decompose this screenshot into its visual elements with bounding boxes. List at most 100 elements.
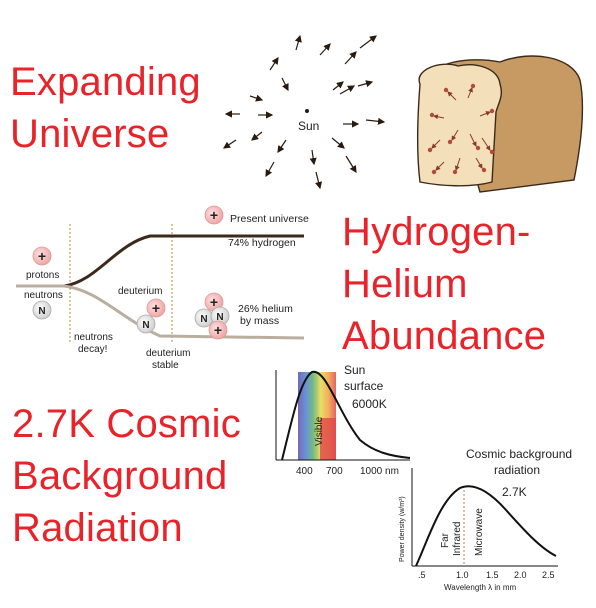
cmb-temperature-label: 2.7K: [502, 485, 527, 499]
helium-percent-label: 26% helium: [238, 303, 293, 315]
cmb-label: Cosmic background: [466, 447, 572, 461]
deuterium-stable-label: deuterium: [146, 348, 190, 359]
title-expanding-line2: Universe: [10, 112, 170, 156]
sun-dot: [305, 109, 309, 113]
neutron-symbol: N: [38, 306, 45, 317]
expansion-arrow: [357, 80, 374, 88]
cmb-tick: 2.5: [542, 570, 555, 580]
proton-plus-icon: +: [152, 300, 160, 316]
bread-raisins: [427, 83, 495, 175]
raisin: [475, 145, 481, 151]
cmb-spectrum-plot: Cosmic background radiation 2.7K Far Inf…: [399, 447, 572, 592]
sun-tick-1000: 1000 nm: [360, 466, 399, 477]
proton-plus-icon: +: [38, 248, 46, 264]
title-expanding-line1: Expanding: [10, 60, 201, 104]
raisin: [489, 149, 495, 155]
title-hydrogen-line1: Hydrogen-: [342, 210, 531, 254]
protons-label: protons: [26, 270, 59, 281]
visible-band-label: Visible: [314, 416, 325, 446]
raisin: [481, 167, 487, 173]
expansion-arrow: [294, 34, 302, 51]
sun-spectrum-curve: [281, 370, 411, 461]
raisin-arrow: [475, 157, 483, 169]
sun-expansion-diagram: Sun: [223, 34, 386, 190]
helium-curve: [16, 284, 305, 340]
raisin: [470, 83, 476, 89]
deuterium-stable-label-2: stable: [152, 360, 179, 371]
cmb-band-far: Far: [440, 532, 451, 548]
expansion-arrow: [269, 57, 279, 71]
expansion-arrow: [339, 85, 356, 95]
cmb-spectrum-curve: [415, 485, 557, 567]
cmb-band-microwave: Microwave: [474, 508, 485, 556]
sun-spectrum-label-2: surface: [344, 379, 384, 393]
raisin: [431, 169, 437, 175]
expansion-arrow: [359, 35, 377, 49]
hydrogen-percent-label: 74% hydrogen: [228, 237, 296, 249]
neutron-symbol: N: [216, 312, 223, 323]
cmb-band-infrared: Infrared: [452, 522, 463, 556]
expansion-arrow: [249, 94, 264, 102]
raisin-arrow: [447, 91, 457, 101]
title-hydrogen-line3: Abundance: [342, 314, 547, 358]
expansion-arrow: [319, 43, 331, 56]
bread-crumb-face: [416, 63, 503, 187]
helium-by-mass-label: by mass: [240, 315, 279, 327]
raisin-arrow: [451, 129, 459, 141]
proton-plus-icon: +: [210, 207, 218, 223]
expansion-arrow: [331, 137, 345, 149]
neutron-particle: [32, 300, 52, 320]
sun-tick-700: 700: [326, 466, 343, 477]
sun-label: Sun: [298, 119, 319, 133]
cmb-x-axis-label: Wavelength λ in mm: [444, 583, 517, 592]
sun-spectrum-label: Sun: [344, 363, 365, 377]
expansion-arrow: [277, 139, 287, 153]
raisin-arrow: [479, 111, 491, 117]
raisin-arrow: [431, 139, 441, 149]
cmb-tick: 2.0: [514, 570, 527, 580]
expansion-arrow: [309, 149, 317, 166]
raisin: [452, 169, 458, 175]
title-hydrogen-line2: Helium: [342, 262, 468, 306]
raisin-arrow: [469, 133, 477, 147]
title-expanding-universe: Expanding Universe: [10, 56, 201, 160]
sun-spectrum-plot: Visible Sun surface 6000K 400 700 1000 n…: [275, 363, 411, 477]
raisin: [427, 147, 433, 153]
raisin-arrow: [433, 114, 445, 120]
neutrons-decay-label: neutrons: [74, 332, 113, 343]
raisin: [443, 87, 449, 93]
raisin-arrow: [467, 87, 473, 99]
expansion-arrow: [345, 155, 357, 174]
proton-particle: [32, 246, 52, 266]
expansion-arrow: [365, 117, 386, 125]
title-cmb-line3: Radiation: [12, 506, 183, 550]
raisin-arrow: [454, 157, 461, 171]
raisin: [429, 112, 435, 118]
cmb-tick: .5: [418, 570, 426, 580]
raisin: [447, 139, 453, 145]
expansion-arrow: [251, 131, 263, 141]
hydrogen-curve: [16, 234, 304, 288]
neutrons-label: neutrons: [24, 290, 63, 301]
expansion-arrows: [223, 34, 386, 190]
expansion-arrow: [315, 171, 323, 190]
proton-plus-icon: +: [214, 322, 222, 338]
raisin: [489, 108, 495, 114]
present-universe-label: Present universe: [230, 213, 309, 225]
neutron-symbol: N: [142, 320, 149, 331]
nucleosynthesis-diagram: + Present universe 74% hydrogen + proton…: [16, 205, 309, 371]
bread-loaf-illustration: [416, 55, 584, 193]
title-cmb-line2: Background: [12, 454, 228, 498]
deuterium-label: deuterium: [118, 286, 162, 297]
title-hydrogen-helium: Hydrogen- Helium Abundance: [342, 206, 546, 362]
proton-particle: [146, 298, 166, 318]
sun-temperature-label: 6000K: [352, 397, 387, 411]
title-cmb-line1: 2.7K Cosmic: [12, 402, 241, 446]
proton-plus-icon: +: [210, 294, 218, 310]
expansion-arrow: [281, 77, 289, 92]
proton-particle: [208, 320, 228, 340]
cmb-y-axis-label: Power density (w/m³): [399, 496, 406, 562]
visible-band-right: [320, 418, 336, 460]
neutron-particle: [136, 314, 156, 334]
